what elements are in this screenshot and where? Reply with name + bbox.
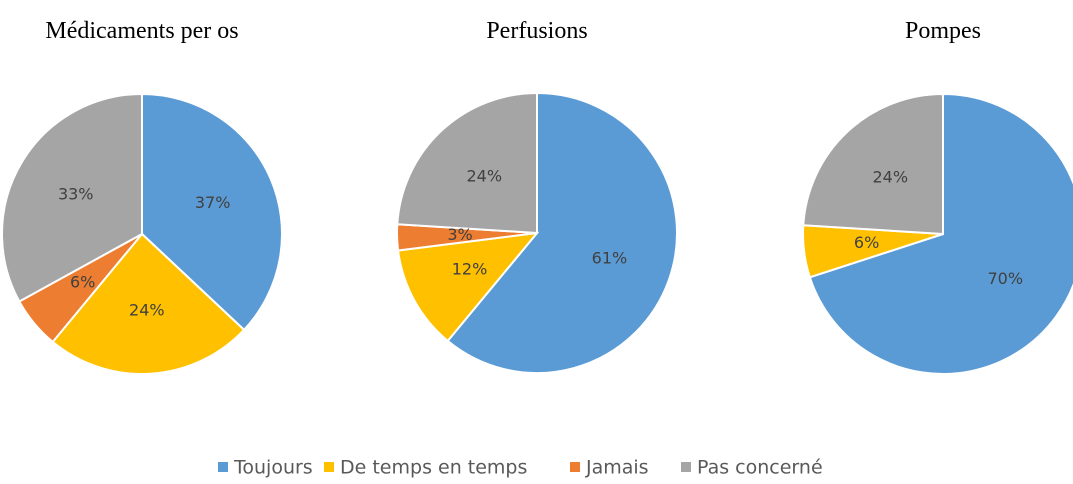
data-label: 61% — [592, 249, 628, 268]
pie-slice — [51, 232, 246, 375]
data-label: 33% — [58, 184, 94, 203]
data-label: 24% — [467, 166, 503, 185]
legend-swatch — [681, 462, 691, 472]
data-label: 12% — [452, 260, 488, 279]
pie-slice — [1, 92, 143, 303]
pie-slice — [396, 91, 538, 235]
legend-swatch — [324, 462, 334, 472]
data-label: 70% — [988, 269, 1024, 288]
chart-title: Perfusions — [486, 18, 587, 44]
legend-label: De temps en temps — [340, 457, 527, 479]
data-label: 3% — [447, 225, 472, 244]
legend-swatch — [218, 462, 228, 472]
data-label: 24% — [873, 167, 909, 186]
legend-label: Toujours — [233, 457, 313, 479]
chart-title: Médicaments per os — [45, 18, 238, 44]
pie-slice — [802, 92, 944, 236]
data-label: 24% — [129, 300, 165, 319]
legend-swatch — [570, 462, 580, 472]
pie-slice — [141, 92, 284, 332]
pie-slice — [808, 92, 1073, 375]
data-label: 6% — [854, 233, 879, 252]
data-label: 37% — [195, 193, 231, 212]
legend-label: Jamais — [585, 457, 649, 479]
legend-label: Pas concerné — [697, 457, 823, 479]
data-label: 6% — [70, 273, 95, 292]
chart-title: Pompes — [905, 18, 981, 44]
pie-slice — [446, 91, 678, 374]
pie-slice — [396, 231, 540, 343]
